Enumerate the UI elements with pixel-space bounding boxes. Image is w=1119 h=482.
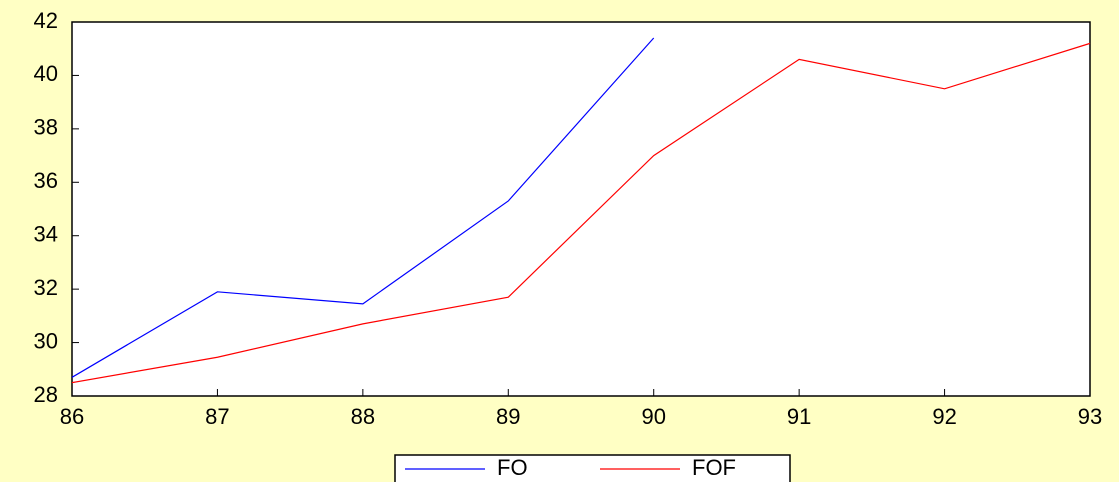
y-tick-label: 38 <box>34 115 58 140</box>
y-tick-label: 40 <box>34 61 58 86</box>
y-tick-label: 32 <box>34 275 58 300</box>
x-tick-label: 90 <box>641 404 665 429</box>
x-tick-label: 88 <box>351 404 375 429</box>
plot-area <box>72 22 1090 396</box>
page: 28303234363840428687888990919293FOFOF ((… <box>0 0 1119 482</box>
y-tick-label: 42 <box>34 8 58 33</box>
y-tick-label: 28 <box>34 382 58 407</box>
x-tick-label: 91 <box>787 404 811 429</box>
y-tick-label: 30 <box>34 328 58 353</box>
chart: 28 30 32 34 36 38 40 42 86 87 88 89 90 91 92 93 FO FOF <box>0 0 1119 482</box>
y-tick-label: 34 <box>34 222 58 247</box>
x-tick-label: 89 <box>496 404 520 429</box>
x-tick-label: 87 <box>205 404 229 429</box>
y-tick-label: 36 <box>34 168 58 193</box>
legend-label: FO <box>497 455 528 480</box>
legend-label: FOF <box>692 455 736 480</box>
x-tick-label: 93 <box>1078 404 1102 429</box>
x-tick-label: 92 <box>932 404 956 429</box>
x-tick-label: 86 <box>60 404 84 429</box>
